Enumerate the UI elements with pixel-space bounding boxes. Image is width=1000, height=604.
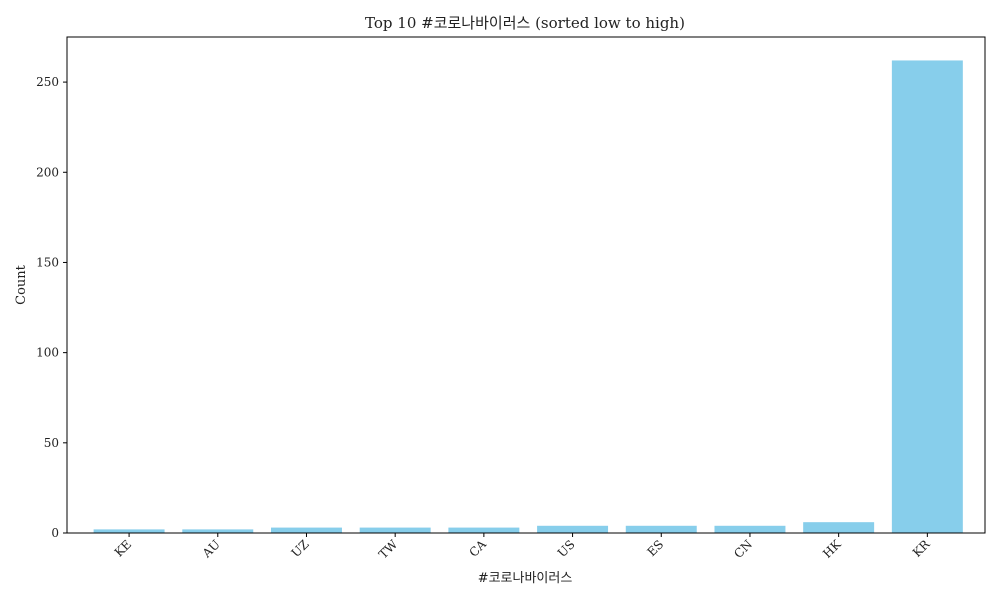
- x-tick-label-cn: CN: [731, 537, 755, 561]
- y-tick-label-250: 250: [36, 75, 59, 89]
- axes-layer: 0 50 100 150 200 250 KE AU UZ TW CA US ES CN HK KR: [36, 36, 986, 562]
- bar-tw: [359, 527, 431, 533]
- y-tick-label-0: 0: [51, 526, 59, 540]
- x-tick-label-ca: CA: [466, 537, 489, 560]
- x-tick-label-ke: KE: [112, 537, 134, 559]
- y-tick-label-100: 100: [36, 346, 59, 360]
- y-axis-label: Count: [14, 264, 29, 305]
- y-tick-label-50: 50: [44, 436, 59, 450]
- x-tick-label-hk: HK: [820, 536, 844, 560]
- bar-cn: [714, 525, 786, 533]
- x-tick-label-us: US: [555, 537, 578, 560]
- bar-es: [625, 525, 697, 533]
- bar-ca: [448, 527, 520, 533]
- x-tick-label-es: ES: [644, 537, 666, 559]
- x-tick-label-au: AU: [199, 537, 223, 561]
- y-tick-label-150: 150: [36, 255, 59, 269]
- x-axis-label: #코로나바이러스: [478, 571, 573, 586]
- bar-us: [537, 525, 609, 533]
- x-tick-label-kr: KR: [910, 537, 933, 560]
- bar-au: [182, 529, 254, 533]
- plot-frame: [66, 36, 986, 534]
- bar-kr: [891, 60, 963, 533]
- chart-title: Top 10 #코로나바이러스 (sorted low to high): [365, 14, 685, 32]
- bar-hk: [803, 522, 875, 533]
- y-tick-label-200: 200: [36, 165, 59, 179]
- bar-uz: [271, 527, 342, 533]
- bars-layer: [93, 60, 963, 533]
- x-tick-label-uz: UZ: [289, 537, 312, 560]
- bar-ke: [93, 529, 165, 533]
- x-tick-label-tw: TW: [376, 537, 401, 562]
